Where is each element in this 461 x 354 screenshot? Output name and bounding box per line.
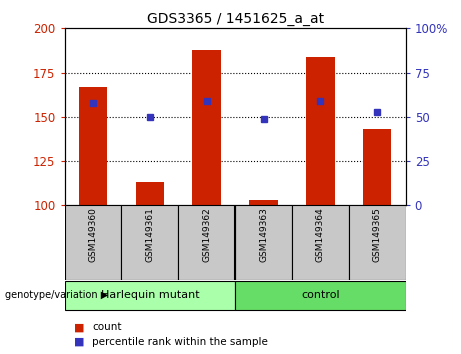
Title: GDS3365 / 1451625_a_at: GDS3365 / 1451625_a_at: [147, 12, 324, 26]
Text: percentile rank within the sample: percentile rank within the sample: [92, 337, 268, 347]
Bar: [193, 50, 221, 205]
Bar: [79, 87, 107, 205]
Bar: [349, 205, 406, 280]
Bar: [306, 57, 335, 205]
Text: GSM149365: GSM149365: [373, 207, 382, 262]
Bar: [235, 281, 406, 310]
Text: Harlequin mutant: Harlequin mutant: [100, 290, 199, 300]
Bar: [249, 200, 278, 205]
Bar: [292, 205, 349, 280]
Text: GSM149364: GSM149364: [316, 207, 325, 262]
Bar: [121, 205, 178, 280]
Bar: [178, 205, 235, 280]
Text: GSM149362: GSM149362: [202, 207, 211, 262]
Bar: [65, 205, 121, 280]
Bar: [65, 281, 235, 310]
Text: genotype/variation ▶: genotype/variation ▶: [5, 290, 108, 300]
Text: GSM149361: GSM149361: [145, 207, 154, 262]
Text: ■: ■: [74, 337, 84, 347]
Bar: [235, 205, 292, 280]
Bar: [136, 182, 164, 205]
Text: GSM149360: GSM149360: [89, 207, 97, 262]
Bar: [363, 129, 391, 205]
Text: count: count: [92, 322, 122, 332]
Text: ■: ■: [74, 322, 84, 332]
Text: control: control: [301, 290, 340, 300]
Text: GSM149363: GSM149363: [259, 207, 268, 262]
